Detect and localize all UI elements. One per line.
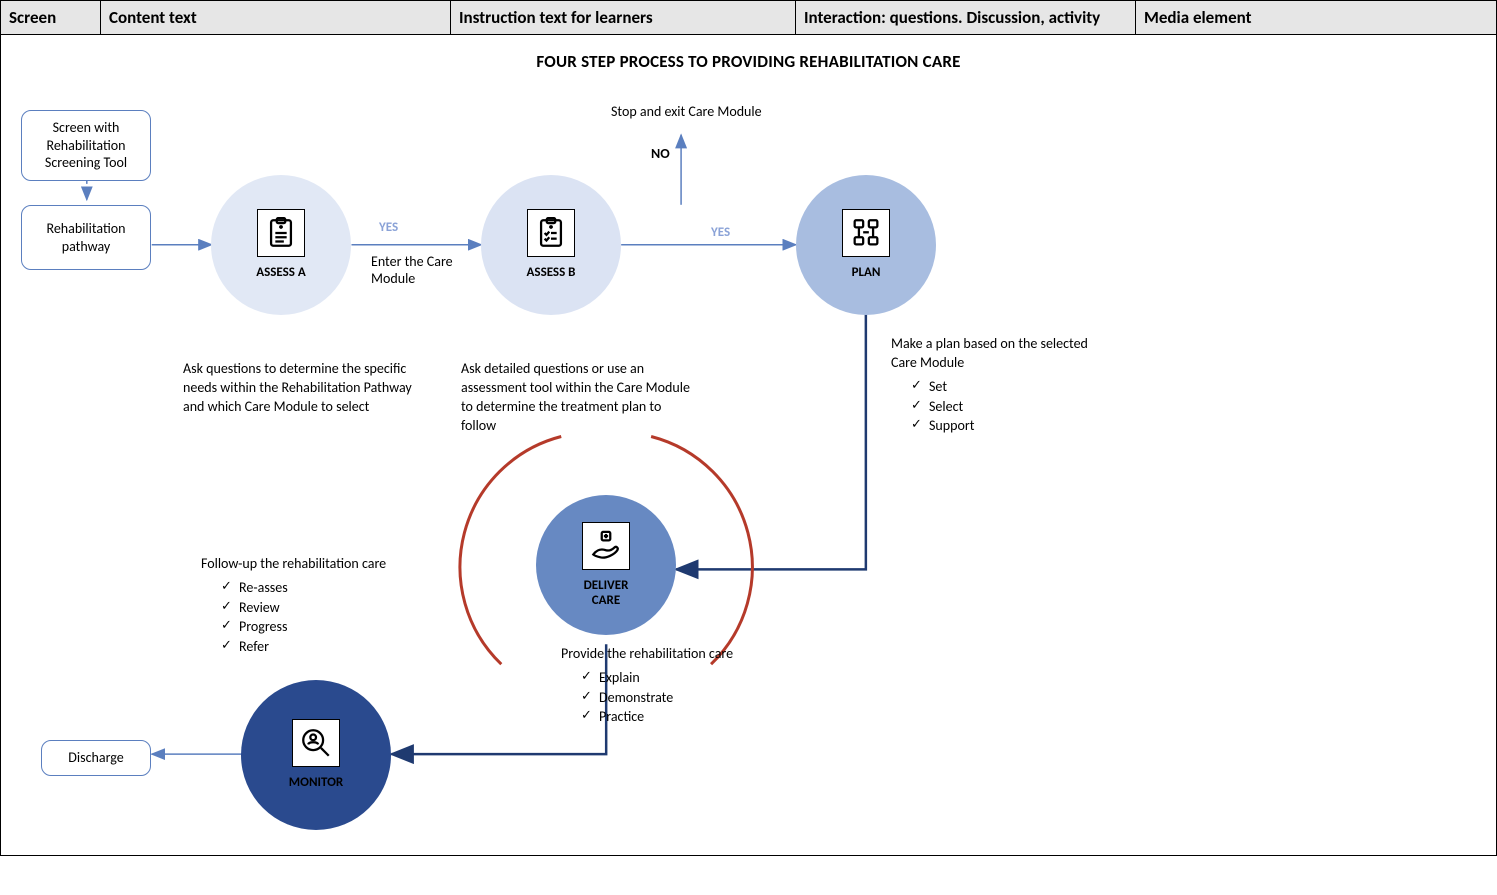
node-deliver-label2: CARE — [592, 593, 620, 609]
node-monitor: MONITOR — [241, 680, 391, 830]
monitor-item-3: Refer — [221, 637, 451, 657]
magnify-person-icon — [292, 719, 340, 767]
node-assess-a: ASSESS A — [211, 175, 351, 315]
box-screen-tool: Screen with Rehabilitation Screening Too… — [21, 110, 151, 181]
plan-checklist: Set Select Support — [911, 377, 1111, 436]
plan-flow-icon — [842, 209, 890, 257]
monitor-checklist: Re-asses Review Progress Refer — [221, 578, 451, 656]
label-enter: Enter the Care Module — [371, 253, 471, 287]
monitor-item-2: Progress — [221, 617, 451, 637]
header-row: Screen Content text Instruction text for… — [0, 0, 1497, 35]
node-monitor-label: MONITOR — [289, 775, 343, 791]
label-stop-exit: Stop and exit Care Module — [611, 103, 762, 120]
box-discharge: Discharge — [41, 740, 151, 776]
plan-item-1: Select — [911, 397, 1111, 417]
deliver-item-0: Explain — [581, 668, 791, 688]
box-pathway: Rehabilitation pathway — [21, 205, 151, 270]
col-instruction: Instruction text for learners — [451, 1, 796, 34]
node-assess-a-label: ASSESS A — [256, 265, 306, 281]
desc-plan: Make a plan based on the selected Care M… — [891, 335, 1111, 436]
desc-deliver: Provide the rehabilitation care Explain … — [561, 645, 791, 727]
node-plan-label: PLAN — [852, 265, 881, 281]
plan-item-2: Support — [911, 416, 1111, 436]
node-assess-b-label: ASSESS B — [527, 265, 576, 281]
desc-assess-b: Ask detailed questions or use an assessm… — [461, 360, 691, 436]
label-no: NO — [651, 145, 670, 162]
node-deliver: DELIVER CARE — [536, 495, 676, 635]
diagram-title: FOUR STEP PROCESS TO PROVIDING REHABILIT… — [1, 51, 1496, 72]
deliver-item-2: Practice — [581, 707, 791, 727]
label-yes2: YES — [711, 225, 730, 240]
col-screen: Screen — [1, 1, 101, 34]
plan-item-0: Set — [911, 377, 1111, 397]
node-assess-b: ASSESS B — [481, 175, 621, 315]
clipboard-check-icon — [527, 209, 575, 257]
label-yes1: YES — [379, 220, 398, 235]
connectors-svg — [1, 35, 1496, 855]
node-plan: PLAN — [796, 175, 936, 315]
desc-deliver-intro: Provide the rehabilitation care — [561, 645, 791, 664]
clipboard-plus-icon — [257, 209, 305, 257]
col-content: Content text — [101, 1, 451, 34]
deliver-checklist: Explain Demonstrate Practice — [581, 668, 791, 727]
monitor-item-0: Re-asses — [221, 578, 451, 598]
diagram-frame: FOUR STEP PROCESS TO PROVIDING REHABILIT… — [0, 35, 1497, 856]
desc-monitor: Follow-up the rehabilitation care Re-ass… — [201, 555, 451, 656]
desc-monitor-intro: Follow-up the rehabilitation care — [201, 555, 451, 574]
hand-plus-icon — [582, 522, 630, 570]
desc-plan-intro: Make a plan based on the selected Care M… — [891, 335, 1111, 373]
deliver-item-1: Demonstrate — [581, 688, 791, 708]
col-media: Media element — [1136, 1, 1496, 34]
monitor-item-1: Review — [221, 598, 451, 618]
col-interaction: Interaction: questions. Discussion, acti… — [796, 1, 1136, 34]
desc-assess-a: Ask questions to determine the specific … — [183, 360, 413, 417]
node-deliver-label1: DELIVER — [584, 578, 629, 594]
